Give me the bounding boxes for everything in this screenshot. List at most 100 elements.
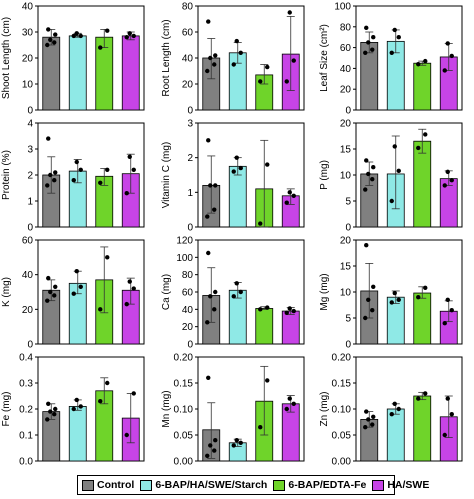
data-point-p-mg-control: [366, 171, 371, 177]
data-point-shoot-length-cm-ha-swe: [124, 35, 129, 40]
data-point-ca-mg-6-bap-edta-fe: [258, 307, 263, 312]
y-tick-label-k-mg: 20: [22, 305, 34, 316]
data-point-ca-mg-control: [205, 320, 210, 325]
y-axis-label-k-mg: K (mg): [1, 277, 12, 307]
data-point-root-length-cm-control: [206, 19, 211, 24]
data-point-shoot-length-cm-control: [52, 40, 57, 45]
data-point-zn-mg-6-bap-ha-swe-starch: [396, 406, 401, 412]
data-point-fe-mg-6-bap-edta-fe: [98, 399, 103, 404]
data-point-zn-mg-ha-swe: [445, 396, 450, 401]
y-tick-label-zn-mg: 0.15: [332, 379, 352, 390]
data-point-protein-ha-swe: [131, 167, 136, 172]
data-point-mg-mg-control: [364, 243, 369, 248]
panel-mn-mg: 0.00 0.05 0.10 0.15 0.20 Mn (mg): [161, 353, 305, 468]
data-point-fe-mg-control: [45, 417, 50, 422]
y-tick-label-fe-mg: 0.2: [19, 405, 33, 416]
data-point-k-mg-control: [52, 293, 57, 298]
data-point-zn-mg-control: [370, 422, 375, 427]
data-point-zn-mg-control: [371, 414, 376, 419]
panel-fe-mg: 0.0 0.1 0.2 0.3 0.4 Fe (mg): [1, 353, 145, 468]
data-point-ca-mg-6-bap-edta-fe: [265, 305, 270, 310]
bar-zn-mg-6-bap-ha-swe-starch: [386, 408, 405, 462]
data-point-shoot-length-cm-6-bap-ha-swe-starch: [71, 33, 76, 39]
data-point-p-mg-control: [370, 176, 375, 182]
legend-item-control: Control: [82, 479, 134, 491]
data-point-mn-mg-control: [212, 448, 217, 453]
data-point-fe-mg-6-bap-edta-fe: [105, 380, 110, 386]
data-point-mn-mg-6-bap-edta-fe: [265, 378, 270, 383]
data-point-fe-mg-ha-swe: [131, 391, 136, 396]
data-point-vitamin-c-mg-ha-swe: [287, 190, 292, 195]
y-tick-label-shoot-length-cm: 40: [22, 2, 34, 13]
legend-label-starch: 6-BAP/HA/SWE/Starch: [155, 479, 268, 491]
data-point-shoot-length-cm-ha-swe: [131, 33, 136, 39]
y-tick-label-fe-mg: 0.4: [19, 353, 33, 364]
data-point-shoot-length-cm-control: [48, 37, 53, 42]
bar-shoot-length-cm-6-bap-ha-swe-starch: [68, 35, 87, 111]
y-tick-label-protein: 3: [27, 145, 33, 156]
y-tick-label-root-length-cm: 80: [182, 2, 194, 13]
y-axis-label-shoot-length-cm: Shoot Length (cm): [1, 17, 12, 99]
data-point-mg-mg-control: [363, 315, 368, 321]
panel-frame-leaf-size-cm: [355, 5, 463, 111]
data-point-mg-mg-6-bap-ha-swe-starch: [396, 297, 401, 302]
data-point-mn-mg-control: [206, 375, 211, 380]
y-tick-label-leaf-size-cm: 20: [340, 85, 352, 96]
data-point-leaf-size-cm-6-bap-ha-swe-starch: [392, 27, 397, 33]
data-point-leaf-size-cm-control: [363, 50, 368, 55]
y-tick-label-leaf-size-cm: 60: [340, 43, 352, 54]
data-point-shoot-length-cm-control: [46, 27, 51, 32]
y-tick-label-fe-mg: 0.0: [19, 457, 33, 468]
data-point-protein-6-bap-edta-fe: [105, 167, 110, 172]
y-tick-label-vitamin-c-mg: 2: [187, 153, 193, 164]
y-tick-label-shoot-length-cm: 30: [22, 28, 34, 39]
data-point-protein-control: [45, 183, 50, 188]
y-tick-label-vitamin-c-mg: 3: [187, 119, 193, 130]
data-point-zn-mg-control: [366, 417, 371, 422]
data-point-k-mg-ha-swe: [131, 286, 136, 291]
data-point-k-mg-6-bap-edta-fe: [98, 307, 103, 312]
data-point-ca-mg-6-bap-ha-swe-starch: [238, 289, 243, 295]
data-point-vitamin-c-mg-ha-swe: [284, 200, 289, 205]
data-point-shoot-length-cm-6-bap-ha-swe-starch: [78, 33, 83, 39]
data-point-p-mg-ha-swe: [445, 169, 450, 175]
bar-ca-mg-6-bap-edta-fe: [255, 308, 274, 345]
bar-zn-mg-6-bap-edta-fe: [413, 395, 432, 462]
legend-swatch-control: [82, 479, 94, 491]
data-point-leaf-size-cm-control: [366, 40, 371, 45]
data-point-k-mg-6-bap-ha-swe-starch: [71, 291, 76, 296]
data-point-vitamin-c-mg-control: [212, 207, 217, 212]
data-point-mn-mg-6-bap-ha-swe-starch: [231, 443, 236, 448]
legend-item-edta: 6-BAP/EDTA-Fe: [273, 479, 366, 491]
data-point-vitamin-c-mg-6-bap-edta-fe: [265, 162, 270, 167]
data-point-fe-mg-control: [46, 401, 51, 406]
y-tick-label-mg-mg: 20: [340, 236, 352, 247]
data-point-fe-mg-6-bap-ha-swe-starch: [78, 404, 83, 409]
data-point-leaf-size-cm-6-bap-ha-swe-starch: [396, 35, 401, 40]
panel-frame-vitamin-c-mg: [197, 122, 305, 228]
legend-swatch-starch: [140, 479, 153, 491]
panel-ca-mg: 0 20 40 60 80 100 120 Ca (mg): [161, 236, 305, 351]
data-point-fe-mg-6-bap-ha-swe-starch: [74, 397, 79, 403]
data-point-k-mg-ha-swe: [124, 301, 129, 307]
data-point-leaf-size-cm-6-bap-edta-fe: [423, 58, 428, 64]
legend-swatch-edta: [273, 479, 286, 491]
bar-shoot-length-cm-control: [42, 36, 61, 111]
data-point-p-mg-control: [363, 187, 368, 192]
y-tick-label-leaf-size-cm: 100: [334, 2, 351, 13]
data-point-mn-mg-ha-swe: [287, 396, 292, 401]
bar-leaf-size-cm-6-bap-edta-fe: [413, 62, 432, 111]
data-point-shoot-length-cm-ha-swe: [127, 31, 132, 36]
data-point-vitamin-c-mg-6-bap-ha-swe-starch: [231, 169, 236, 174]
data-point-protein-control: [53, 170, 58, 175]
data-point-mg-mg-6-bap-edta-fe: [416, 295, 421, 300]
y-tick-label-shoot-length-cm: 10: [22, 80, 34, 91]
data-point-ca-mg-6-bap-ha-swe-starch: [234, 281, 239, 286]
panel-mg-mg: 0 5 10 15 20 Mg (mg): [319, 236, 463, 351]
y-tick-label-mg-mg: 15: [340, 262, 352, 273]
y-tick-label-zn-mg: 0.10: [332, 405, 352, 416]
y-tick-label-root-length-cm: 20: [182, 80, 194, 91]
data-point-fe-mg-control: [53, 406, 58, 412]
y-tick-label-ca-mg: 100: [176, 253, 193, 264]
